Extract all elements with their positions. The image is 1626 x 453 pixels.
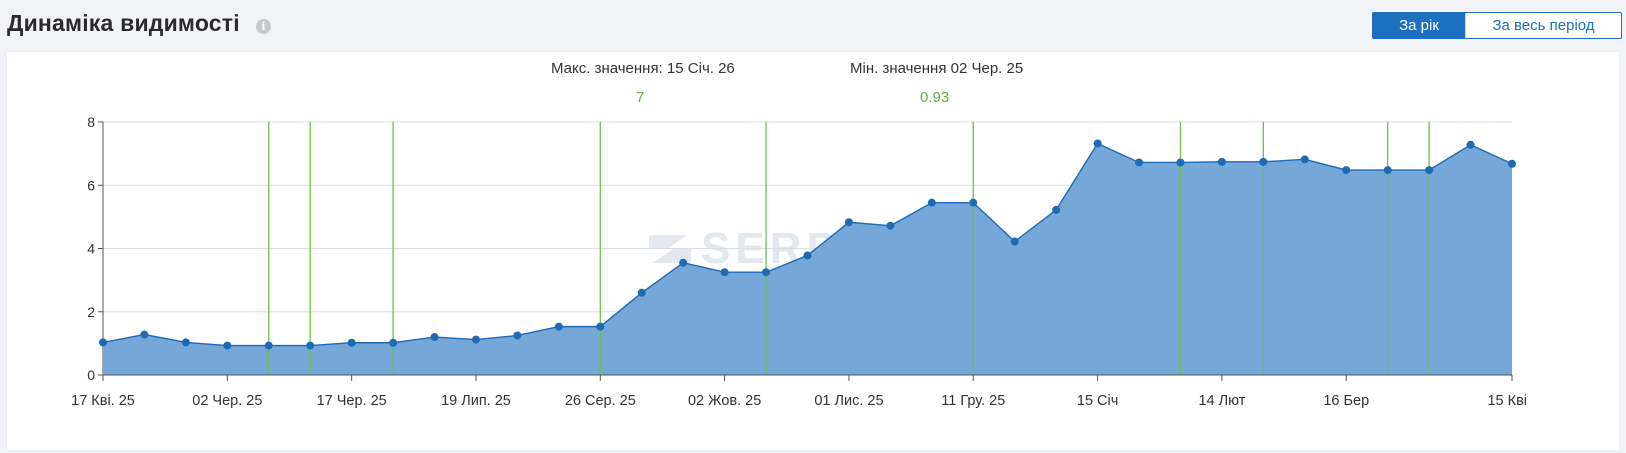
min-value-label: Мін. значення 02 Чер. 25 <box>850 60 1024 77</box>
y-tick-label: 6 <box>87 177 95 193</box>
data-point <box>181 338 190 347</box>
data-point <box>140 330 149 339</box>
x-tick-label: 17 Кві. 25 <box>71 393 135 409</box>
data-point <box>1093 139 1102 148</box>
data-point <box>1176 158 1185 167</box>
x-tick-label: 02 Жов. 25 <box>688 393 761 409</box>
x-tick-label: 16 Бер <box>1323 393 1369 409</box>
toggle-year-button[interactable]: За рік <box>1373 13 1465 38</box>
x-tick-label: 15 Січ <box>1077 393 1118 409</box>
max-value-label: Макс. значення: 15 Січ. 26 <box>551 60 735 77</box>
x-tick-label: 17 Чер. 25 <box>317 393 387 409</box>
page-title: Динаміка видимості <box>7 10 240 36</box>
y-tick-label: 8 <box>87 114 95 130</box>
data-point <box>803 251 812 260</box>
chart-header: Динаміка видимості i За рік За весь пері… <box>0 0 1626 52</box>
max-value: 7 <box>636 89 645 106</box>
data-point <box>637 288 646 297</box>
data-point <box>886 221 895 230</box>
x-tick-label: 14 Лют <box>1198 393 1245 409</box>
data-point <box>99 338 107 347</box>
toggle-all-time-button[interactable]: За весь період <box>1465 13 1621 38</box>
data-point <box>1135 158 1144 167</box>
y-tick-label: 0 <box>87 367 95 383</box>
y-tick-label: 4 <box>87 241 95 257</box>
data-point <box>389 338 398 347</box>
data-point <box>264 341 273 350</box>
chart-panel: Макс. значення: 15 Січ. 26 7 Мін. значен… <box>7 52 1619 450</box>
data-point <box>969 198 978 207</box>
data-point <box>554 322 563 331</box>
data-point <box>927 198 936 207</box>
x-tick-label: 01 Лис. 25 <box>814 393 883 409</box>
data-point <box>844 218 853 227</box>
data-point <box>1508 159 1516 168</box>
info-icon[interactable]: i <box>256 19 271 34</box>
data-point <box>1259 157 1268 166</box>
data-point <box>762 268 771 277</box>
data-point <box>679 258 688 267</box>
data-point <box>1466 140 1475 149</box>
data-point <box>513 331 522 340</box>
data-point <box>223 341 232 350</box>
data-point <box>1217 157 1226 166</box>
period-toggle: За рік За весь період <box>1372 12 1622 39</box>
data-point <box>1300 155 1309 164</box>
data-point <box>1052 205 1061 214</box>
data-point <box>596 322 605 331</box>
x-tick-label: 11 Гру. 25 <box>941 393 1005 409</box>
x-tick-label: 26 Сер. 25 <box>565 393 636 409</box>
data-point <box>306 341 315 350</box>
y-tick-label: 2 <box>87 304 95 320</box>
data-point <box>430 333 439 342</box>
data-point <box>1425 166 1434 175</box>
data-point <box>347 338 356 347</box>
data-point <box>1383 166 1392 175</box>
x-tick-label: 19 Лип. 25 <box>441 393 511 409</box>
data-point <box>1010 237 1019 246</box>
visibility-chart: 0 2 4 6 8 17 Кві. 25 02 Чер. 25 17 Чер. 25 19 Ли… <box>71 114 1527 409</box>
data-point <box>471 335 480 344</box>
min-value: 0.93 <box>920 89 950 106</box>
data-point <box>720 268 729 277</box>
x-tick-label: 02 Чер. 25 <box>192 393 262 409</box>
x-tick-label: 15 Кві <box>1487 393 1527 409</box>
data-point <box>1342 166 1351 175</box>
